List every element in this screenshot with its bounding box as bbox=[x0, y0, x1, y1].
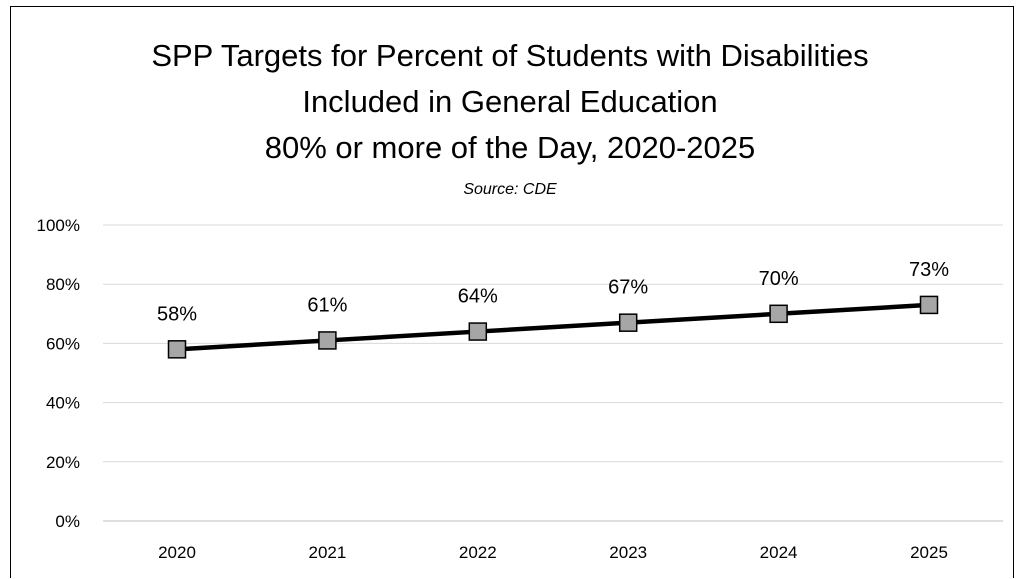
x-tick-label: 2022 bbox=[459, 543, 497, 562]
y-tick-label: 20% bbox=[46, 453, 80, 472]
y-tick-label: 80% bbox=[46, 275, 80, 294]
data-label: 61% bbox=[307, 294, 347, 316]
x-tick-label: 2021 bbox=[308, 543, 346, 562]
x-tick-label: 2020 bbox=[158, 543, 196, 562]
data-point-marker bbox=[919, 295, 939, 315]
chart-title-line-1: SPP Targets for Percent of Students with… bbox=[151, 38, 869, 73]
y-tick-label: 60% bbox=[46, 334, 80, 353]
data-point-marker bbox=[769, 304, 788, 324]
chart-title-line-2: Included in General Education bbox=[302, 84, 718, 119]
data-label: 67% bbox=[608, 277, 648, 299]
y-tick-label: 40% bbox=[46, 394, 80, 413]
y-tick-label: 100% bbox=[37, 216, 80, 235]
data-label: 58% bbox=[157, 303, 197, 325]
data-label: 64% bbox=[458, 286, 498, 308]
data-point-marker bbox=[618, 313, 638, 332]
data-point-marker bbox=[468, 322, 488, 341]
x-tick-label: 2024 bbox=[760, 543, 798, 562]
y-tick-label: 0% bbox=[55, 512, 80, 531]
chart-title-line-3: 80% or more of the Day, 2020-2025 bbox=[264, 130, 756, 165]
series-line bbox=[176, 302, 930, 352]
data-label: 73% bbox=[909, 259, 949, 281]
data-point-marker bbox=[167, 340, 187, 359]
x-tick-label: 2023 bbox=[609, 543, 647, 562]
chart-source-subtitle: Source: CDE bbox=[463, 181, 557, 198]
data-label: 70% bbox=[759, 268, 799, 290]
data-point-marker bbox=[318, 331, 337, 350]
x-tick-label: 2025 bbox=[910, 543, 948, 562]
chart-frame bbox=[10, 6, 1014, 578]
